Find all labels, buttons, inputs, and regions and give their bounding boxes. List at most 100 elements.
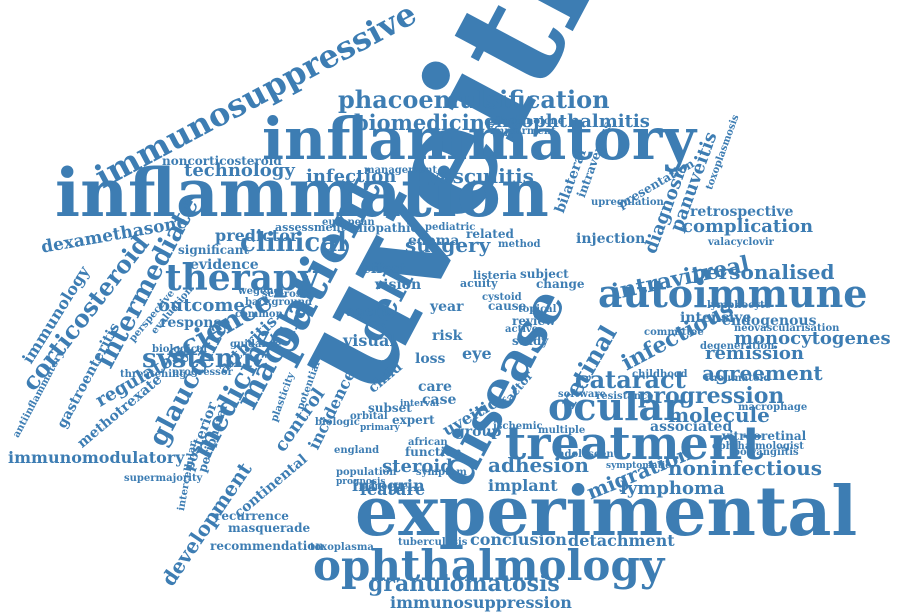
word-subject: subject (520, 267, 569, 281)
word-upregulation: upregulation (591, 197, 664, 208)
word-assessment: assessment (275, 221, 346, 234)
word-noncorticosteroid: noncorticosteroid (162, 154, 282, 168)
word-immunosuppression: immunosuppression (390, 593, 572, 612)
word-infection: infection (306, 166, 397, 187)
word-threatening: threatening (120, 369, 187, 380)
word-subset: subset (368, 401, 412, 415)
word-background: background (245, 297, 312, 308)
word-study: study (512, 334, 549, 348)
word-population: population (336, 467, 397, 478)
word-injection: injection (576, 231, 646, 247)
word-adhesion: adhesion (488, 453, 589, 477)
word-committee: committee (644, 327, 704, 338)
word-ophthalmology: ophthalmology (313, 541, 665, 590)
word-biologic: biologic (315, 417, 360, 428)
word-ischemic: ischemic (493, 421, 543, 432)
word-immunomodulatory: immunomodulatory (8, 448, 185, 467)
word-method: method (498, 239, 541, 250)
word-endogenous: endogenous (722, 313, 817, 329)
word-fluocinolone: fluocinolone (495, 116, 565, 127)
word-systemic: systemic (142, 344, 269, 374)
word-recurrence: recurrence (215, 509, 289, 523)
word-evidence: evidence (190, 257, 259, 273)
word-loss: loss (415, 351, 446, 367)
word-cataract: cataract (575, 365, 686, 394)
word-effect: effect (362, 261, 407, 277)
word-vasculitis: vasculitis (428, 164, 534, 188)
word-software: software (558, 389, 606, 400)
word-impairment: impairment (490, 126, 556, 137)
word-recommendation: recommendation (210, 539, 325, 553)
word-steroid: steroid (382, 456, 453, 477)
word-implant: implant (488, 476, 558, 495)
word-progressor: progressor (172, 367, 233, 378)
word-function: function (405, 445, 462, 459)
word-african: african (408, 437, 448, 448)
word-neovascularisation: neovascularisation (734, 323, 840, 334)
word-therapy: therapy (165, 257, 320, 299)
word-molecule: molecule (668, 403, 770, 427)
word-supermajority: supermajority (124, 473, 203, 484)
word-clinical: clinical (240, 228, 347, 258)
word-topical: topical (518, 304, 557, 315)
word-care: care (418, 379, 452, 395)
word-prognosis: prognosis (336, 477, 386, 487)
word-orbital: orbital (350, 411, 388, 422)
word-personalised: personalised (692, 260, 835, 284)
word-inflammation: inflammation (55, 154, 549, 232)
word-ocular: ocular (548, 384, 684, 429)
word-conclusion: conclusion (470, 530, 567, 549)
word-vitreoretinal: vitreoretinal (722, 429, 807, 443)
word-autoimmune: autoimmune (598, 271, 868, 316)
word-review: review (512, 314, 556, 328)
word-monocyte: monocyte (359, 482, 408, 492)
word-expert: expert (392, 413, 435, 427)
word-england: england (334, 445, 380, 456)
word-visual: visual (343, 331, 396, 350)
word-valacyclovir: valacyclovir (708, 237, 774, 248)
word-cystoid: cystoid (482, 292, 522, 303)
word-rheumatoid: rheumatoid (705, 373, 771, 384)
word-lymphocyte: lymphocyte (707, 300, 772, 311)
word-degeneration: degeneration (700, 341, 775, 352)
word-integrin: integrin (352, 476, 425, 495)
word-biological: biological (152, 344, 208, 355)
word-noninfectious: noninfectious (668, 456, 823, 480)
word-experimental: experimental (355, 472, 858, 552)
word-macrophage: macrophage (738, 402, 808, 413)
word-monocytogenes: monocytogenes (734, 328, 891, 349)
word-childhood: childhood (632, 369, 688, 380)
word-phacoemulsification: phacoemulsification (338, 85, 610, 114)
word-wegener: wegener (238, 286, 286, 297)
word-idiopathic: idiopathic (350, 221, 418, 235)
word-multiple: multiple (538, 425, 586, 436)
word-eye: eye (462, 344, 492, 363)
word-lymphoma: lymphoma (620, 478, 725, 499)
word-agent: agent (346, 304, 391, 320)
word-masquerade: masquerade (228, 521, 311, 535)
word-endophthalmitis: endophthalmitis (484, 111, 650, 132)
word-common: common (235, 309, 283, 320)
word-toxoplasma: toxoplasma (310, 542, 374, 553)
word-symptom: symptom (416, 467, 467, 478)
word-year: year (430, 299, 464, 315)
word-acuity: acuity (460, 277, 498, 290)
word-granulomatosis: granulomatosis (368, 571, 560, 597)
word-european: european (322, 217, 375, 228)
word-progression: progression (638, 383, 785, 409)
word-listeria: listeria (473, 269, 517, 282)
word-case: case (422, 392, 457, 408)
word-significant: significant (178, 243, 250, 257)
word-vision: vision (375, 277, 422, 293)
word-resistance: resistance (596, 391, 654, 402)
word-related: related (466, 227, 514, 241)
word-associated: associated (650, 419, 733, 435)
word-sclerosis: sclerosis (262, 289, 311, 300)
word-primary: primary (360, 423, 400, 433)
word-tuberculosis: tuberculosis (398, 537, 468, 548)
word-retrospective: retrospective (690, 204, 794, 220)
word-pediatric: pediatric (425, 222, 476, 233)
word-guidance: guidance (230, 339, 282, 350)
word-remission: remission (705, 343, 805, 364)
